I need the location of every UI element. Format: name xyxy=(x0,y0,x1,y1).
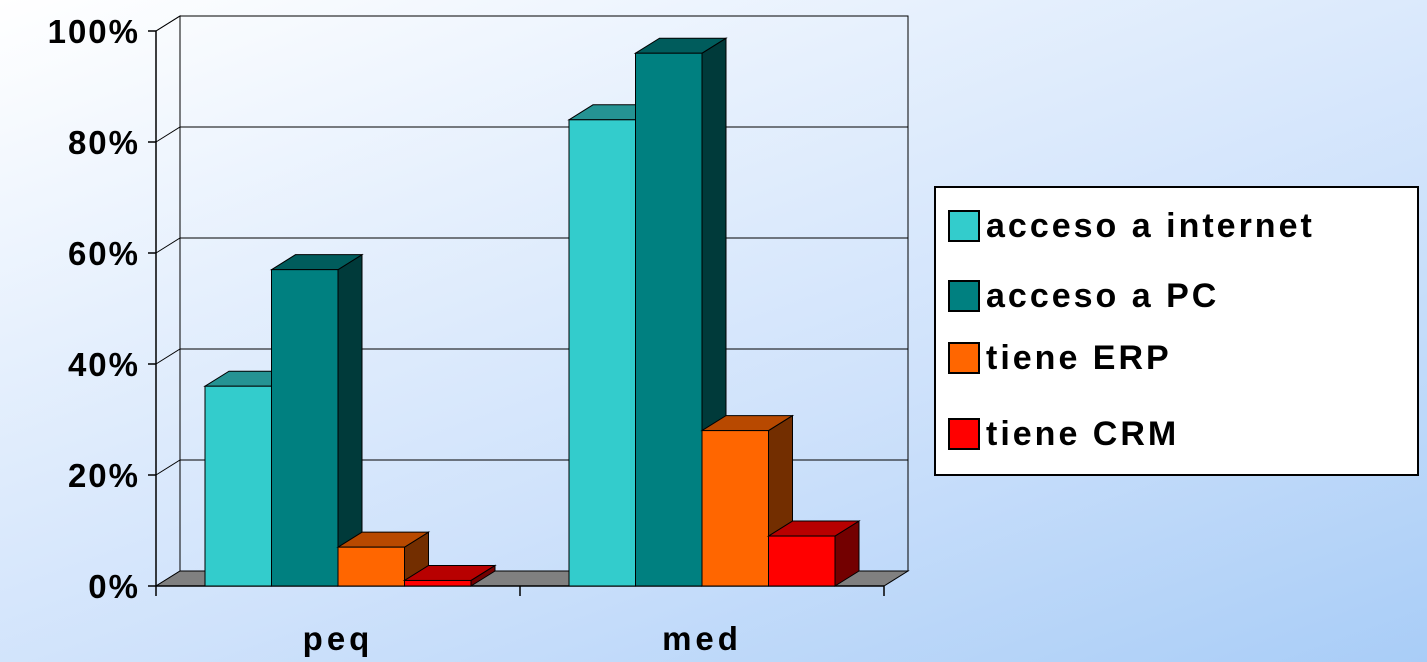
bar xyxy=(204,385,272,587)
legend-label: acceso a internet xyxy=(986,206,1315,245)
legend-item: tiene CRM xyxy=(948,412,1179,456)
bar xyxy=(568,119,636,587)
y-tick-label: 20% xyxy=(68,457,140,494)
legend-item: acceso a internet xyxy=(948,204,1315,248)
legend-swatch xyxy=(948,418,980,450)
legend-swatch xyxy=(948,210,980,242)
legend-swatch xyxy=(948,280,980,312)
y-tick-label: 80% xyxy=(68,124,140,161)
y-tick-label: 0% xyxy=(88,568,140,605)
legend-swatch xyxy=(948,342,980,374)
legend-label: tiene ERP xyxy=(986,338,1172,377)
legend-label: tiene CRM xyxy=(986,414,1180,453)
bar xyxy=(701,430,769,587)
legend-item: acceso a PC xyxy=(948,274,1219,318)
bar xyxy=(768,535,836,587)
gridline xyxy=(155,237,908,254)
legend-item: tiene ERP xyxy=(948,336,1172,380)
x-tick-label: med xyxy=(662,620,742,657)
y-tick-label: 60% xyxy=(68,235,140,272)
bar xyxy=(337,546,405,587)
bar xyxy=(271,269,339,587)
y-tick-label: 40% xyxy=(68,346,140,383)
bar xyxy=(635,52,703,587)
gridline xyxy=(155,348,908,365)
gridline xyxy=(155,126,908,143)
chart-legend: acceso a internet acceso a PC tiene ERP tie… xyxy=(934,186,1419,476)
side-wall xyxy=(155,15,181,587)
gridline xyxy=(155,15,908,32)
y-tick-label: 100% xyxy=(48,13,140,50)
legend-label: acceso a PC xyxy=(986,276,1220,315)
bar xyxy=(404,579,472,587)
x-tick-label: peq xyxy=(303,620,374,657)
